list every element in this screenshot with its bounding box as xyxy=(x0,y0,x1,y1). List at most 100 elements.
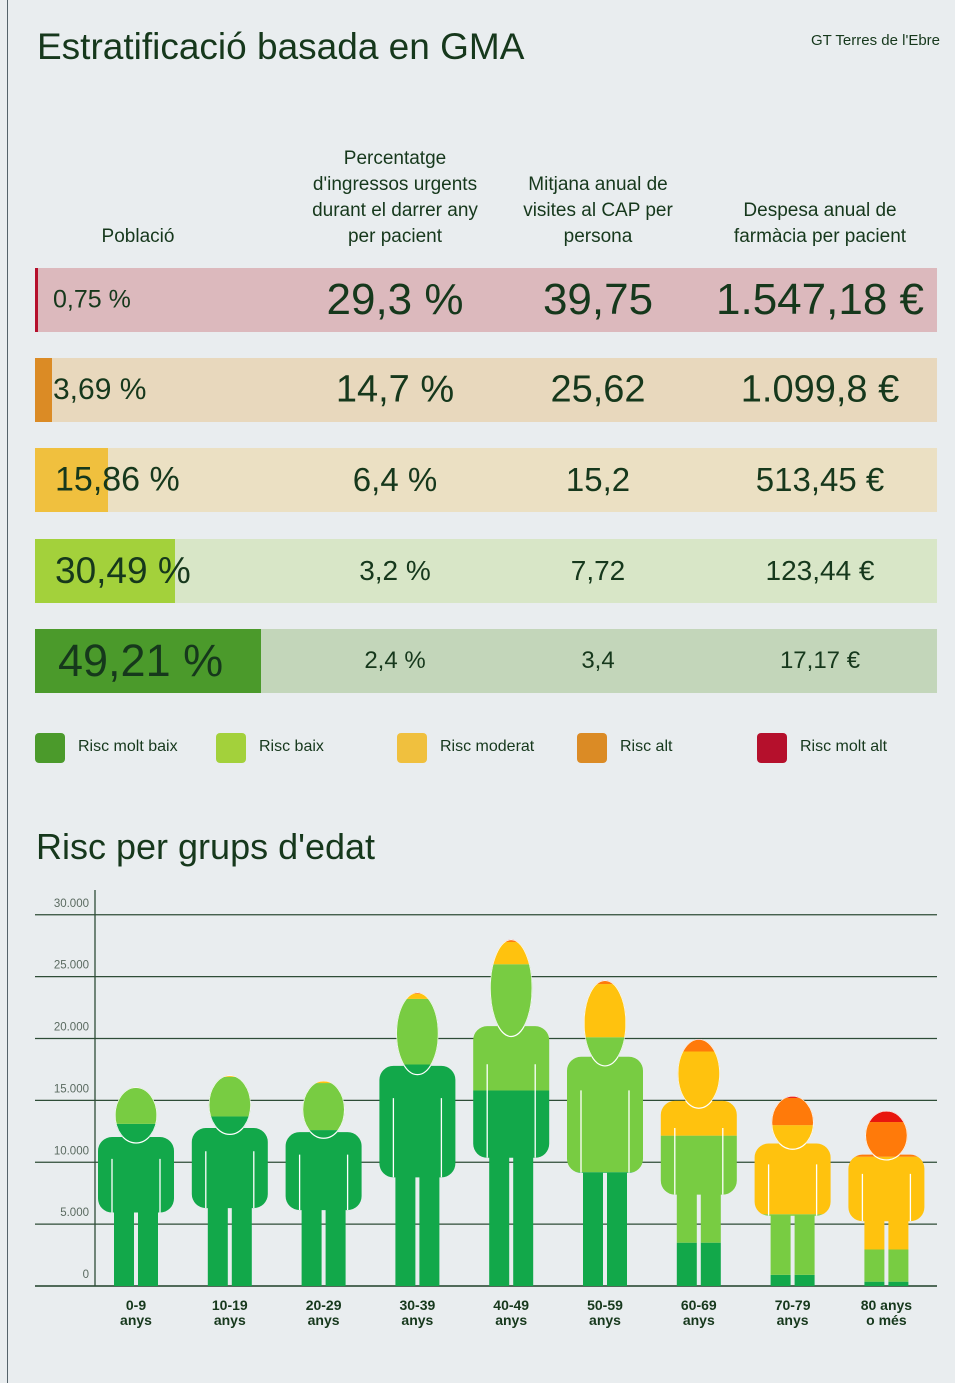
head-outline xyxy=(208,1075,252,1135)
row-value: 2,4 % xyxy=(364,646,426,674)
page-border xyxy=(7,0,8,1383)
legend-label: Risc alt xyxy=(620,738,673,755)
head-outline xyxy=(864,1110,909,1161)
column-header: Mitjana anual de visites al CAP per pers… xyxy=(523,174,673,247)
figure xyxy=(848,1110,925,1286)
row-background xyxy=(35,538,937,603)
figure xyxy=(567,980,643,1286)
segment xyxy=(98,1123,174,1286)
segment xyxy=(660,1039,737,1052)
row-value: 25,62 xyxy=(550,368,646,411)
y-tick-label: 30.000 xyxy=(54,898,89,910)
population-label: 3,69 % xyxy=(53,373,147,407)
segment xyxy=(191,1075,268,1077)
figure xyxy=(98,1087,174,1286)
column-headers: Població Percentatge d'ingressos urgents … xyxy=(0,110,955,250)
segment xyxy=(660,1242,737,1286)
head-outline xyxy=(302,1080,346,1139)
segment xyxy=(754,1274,831,1286)
y-tick-label: 10.000 xyxy=(54,1145,89,1157)
x-tick-label: 80 anys o més xyxy=(860,1297,913,1328)
segment xyxy=(848,1110,925,1123)
x-tick-label: 40-49 anys xyxy=(493,1297,530,1328)
segment xyxy=(379,993,456,999)
legend-swatch xyxy=(216,733,246,763)
segment xyxy=(848,1249,925,1282)
segment xyxy=(660,1051,737,1136)
y-tick-label: 15.000 xyxy=(54,1083,89,1095)
x-tick-label: 20-29 anys xyxy=(305,1297,342,1328)
row-value: 7,72 xyxy=(570,554,626,586)
row-value: 15,2 xyxy=(565,461,631,499)
segment xyxy=(660,1135,737,1243)
row-value: 1.547,18 € xyxy=(716,275,924,324)
segment xyxy=(567,980,643,985)
x-tick-label: 0-9 anys xyxy=(120,1297,152,1328)
segment xyxy=(285,1081,362,1084)
x-tick-label: 30-39 anys xyxy=(399,1297,436,1328)
row-background xyxy=(35,358,937,423)
segment xyxy=(473,940,550,942)
figure xyxy=(754,1096,831,1286)
row-background xyxy=(35,448,937,513)
segment xyxy=(567,1172,643,1286)
x-tick-label: 70-79 anys xyxy=(774,1297,811,1328)
population-label: 15,86 % xyxy=(55,460,180,499)
population-bar xyxy=(35,268,39,332)
legend-swatch xyxy=(577,733,607,763)
population-bar xyxy=(35,358,52,423)
page-title: Estratificació basada en GMA xyxy=(37,26,525,67)
figure xyxy=(660,1039,737,1286)
segment xyxy=(379,998,456,1065)
y-tick-label: 25.000 xyxy=(54,960,89,972)
segment xyxy=(473,941,550,965)
segment xyxy=(379,992,456,994)
figure xyxy=(379,992,456,1286)
column-header: Població xyxy=(101,226,175,247)
segment xyxy=(191,1116,268,1286)
head-outline xyxy=(583,980,627,1067)
head-outline xyxy=(770,1096,815,1150)
row-value: 513,45 € xyxy=(755,461,885,499)
legend-label: Risc moderat xyxy=(440,738,535,755)
row-value: 3,4 xyxy=(581,646,615,674)
row-value: 39,75 xyxy=(542,275,654,324)
segment xyxy=(754,1214,831,1275)
y-tick-label: 5.000 xyxy=(60,1207,89,1219)
segment xyxy=(567,1037,643,1173)
segment xyxy=(379,1064,456,1286)
row-value: 3,2 % xyxy=(359,554,431,586)
head-outline xyxy=(489,939,533,1038)
segment xyxy=(285,1083,362,1131)
segment xyxy=(848,1156,925,1250)
population-bar xyxy=(35,628,262,693)
source: GT Terres de l'Ebre xyxy=(810,32,940,49)
segment xyxy=(754,1096,831,1098)
row-background xyxy=(35,268,937,332)
column-header: Percentatge d'ingressos urgents durant e… xyxy=(312,148,478,247)
population-label: 30,49 % xyxy=(55,549,191,591)
row-value: 6,4 % xyxy=(352,461,438,499)
segment xyxy=(754,1097,831,1126)
head-outline xyxy=(114,1087,158,1144)
population-label: 49,21 % xyxy=(58,634,224,686)
x-tick-label: 10-19 anys xyxy=(211,1297,248,1328)
segment xyxy=(98,1088,174,1124)
chart-title: Risc per grups d'edat xyxy=(36,826,376,867)
legend-swatch xyxy=(397,733,427,763)
y-tick-label: 0 xyxy=(83,1269,89,1281)
legend-label: Risc molt baix xyxy=(78,738,178,755)
row-value: 17,17 € xyxy=(779,646,861,674)
row-value: 123,44 € xyxy=(765,554,875,586)
row-value: 1.099,8 € xyxy=(740,368,900,411)
row-value: 14,7 % xyxy=(335,368,455,411)
figure xyxy=(473,939,550,1286)
segment xyxy=(473,964,550,1091)
legend-label: Risc molt alt xyxy=(800,738,888,755)
row-value: 29,3 % xyxy=(326,275,464,324)
legend-label: Risc baix xyxy=(259,738,324,755)
segment xyxy=(191,1076,268,1117)
segment xyxy=(848,1122,925,1157)
